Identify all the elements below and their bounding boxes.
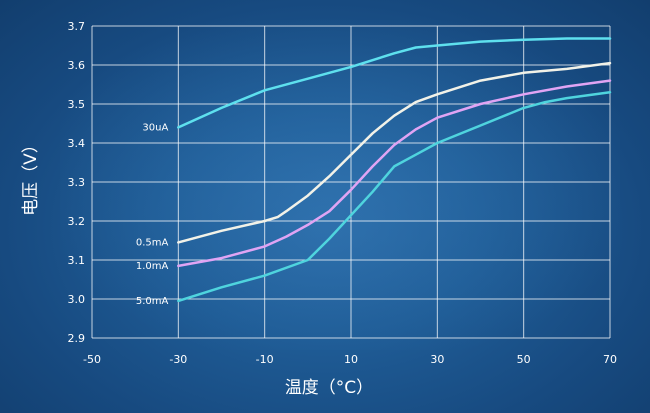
x-tick-labels: -50 -30 -10 10 30 50 70 bbox=[83, 353, 617, 366]
y-tick-label: 2.9 bbox=[68, 332, 86, 345]
series-group bbox=[177, 37, 612, 303]
y-tick-label: 3.7 bbox=[68, 20, 86, 33]
y-axis-title: 电压（V） bbox=[21, 136, 41, 216]
series-line-3 bbox=[177, 91, 612, 303]
y-tick-label: 3.0 bbox=[68, 293, 86, 306]
series-label-2: 1.0mA bbox=[136, 261, 169, 272]
series-line-2 bbox=[177, 79, 612, 268]
y-tick-label: 3.5 bbox=[68, 98, 86, 111]
series-label-3: 5.0mA bbox=[136, 296, 169, 307]
x-tick-label: -30 bbox=[169, 353, 187, 366]
series-labels: 30uA 0.5mA 1.0mA 5.0mA bbox=[136, 122, 169, 307]
y-tick-label: 3.1 bbox=[68, 254, 86, 267]
plot-glow bbox=[60, 20, 620, 350]
x-tick-label: 70 bbox=[603, 353, 617, 366]
y-tick-label: 3.4 bbox=[68, 137, 86, 150]
series-label-0: 30uA bbox=[142, 122, 168, 133]
x-tick-label: 10 bbox=[344, 353, 358, 366]
series-line-0 bbox=[177, 37, 612, 129]
y-tick-label: 3.2 bbox=[68, 215, 86, 228]
x-tick-label: -10 bbox=[256, 353, 274, 366]
x-tick-label: -50 bbox=[83, 353, 101, 366]
y-tick-label: 3.3 bbox=[68, 176, 86, 189]
x-axis-title: 温度（°C） bbox=[285, 378, 373, 398]
y-tick-labels: 2.9 3.0 3.1 3.2 3.3 3.4 3.5 3.6 3.7 bbox=[68, 20, 86, 345]
series-label-1: 0.5mA bbox=[136, 237, 169, 248]
y-tick-label: 3.6 bbox=[68, 59, 86, 72]
x-tick-label: 30 bbox=[430, 353, 444, 366]
series-line-1 bbox=[177, 61, 612, 244]
grid bbox=[91, 25, 611, 339]
x-tick-label: 50 bbox=[517, 353, 531, 366]
